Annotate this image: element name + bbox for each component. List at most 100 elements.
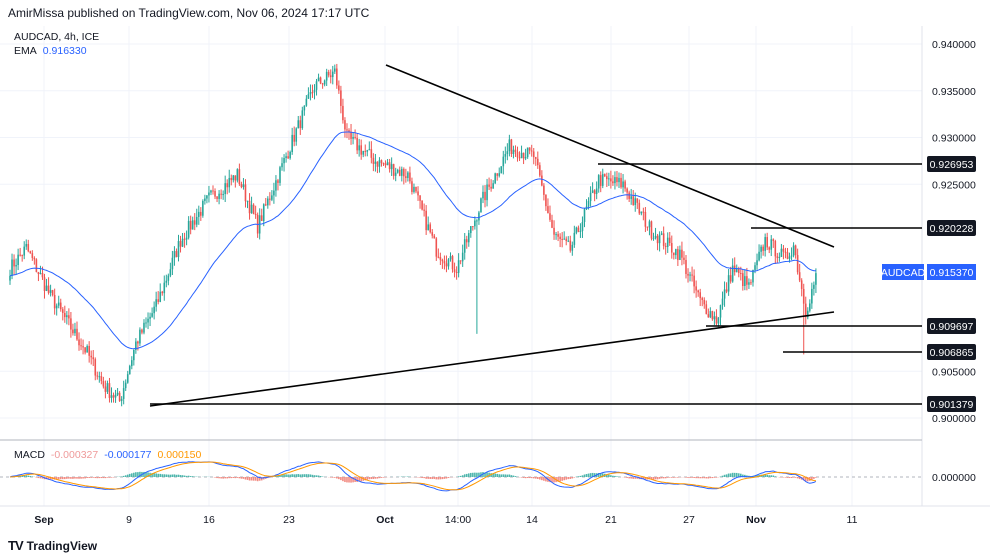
- candle-body: [459, 260, 462, 262]
- candle-body: [457, 260, 460, 273]
- macd-hist-bar: [673, 477, 675, 478]
- candle-body: [723, 289, 726, 299]
- candle-body: [232, 175, 235, 181]
- candle-body: [242, 184, 245, 188]
- macd-hist-bar: [246, 477, 249, 480]
- macd-hist-bar: [705, 477, 708, 479]
- macd-hist-bar: [88, 477, 90, 478]
- macd-hist-bar: [790, 477, 793, 478]
- macd-hist-bar: [630, 477, 632, 479]
- candle-body: [49, 290, 52, 293]
- candle-body: [778, 257, 781, 259]
- macd-hist-bar: [612, 475, 614, 477]
- candle-body: [303, 105, 306, 111]
- candle-body: [147, 318, 149, 323]
- candle-body: [579, 230, 582, 232]
- macd-hist-bar: [768, 475, 771, 477]
- macd-hist-bar: [338, 477, 340, 480]
- descending-trendline[interactable]: [385, 64, 835, 248]
- candle-body: [476, 220, 478, 222]
- candle-body: [463, 239, 466, 253]
- macd-hist-bar: [189, 476, 192, 477]
- macd-hist-bar: [167, 474, 170, 477]
- macd-hist-bar: [49, 477, 52, 480]
- candle-body: [748, 282, 750, 285]
- candle-body: [287, 156, 289, 159]
- candle-body: [703, 299, 706, 305]
- macd-hist-bar: [293, 474, 295, 477]
- macd-hist-bar: [579, 475, 582, 477]
- candle-body: [577, 227, 580, 232]
- drawings[interactable]: [149, 64, 922, 407]
- candle-body: [98, 376, 101, 378]
- candle-body: [165, 280, 168, 283]
- macd-legend[interactable]: MACD -0.000327 -0.000177 0.000150: [14, 449, 201, 461]
- macd-hist-bar: [480, 472, 482, 477]
- price-axis[interactable]: 0.940000 0.935000 0.930000 0.925000 0.905000…: [932, 39, 976, 484]
- signal-line: [9, 461, 816, 491]
- macd-hist-bar: [624, 477, 626, 478]
- candle-body: [169, 269, 172, 276]
- candle-body: [45, 285, 48, 291]
- candle-body: [796, 255, 799, 273]
- candle-body: [323, 80, 326, 85]
- macd-hist-bar: [108, 477, 111, 478]
- candle-body: [699, 292, 701, 299]
- macd-hist-bar: [21, 475, 23, 477]
- macd-hist-bar: [258, 477, 261, 481]
- price-tick-label: 0.930000: [932, 133, 976, 145]
- macd-hist-bar: [701, 477, 704, 479]
- macd-hist-bar: [23, 475, 26, 477]
- candle-body: [151, 313, 153, 317]
- price-tick-label: 0.925000: [932, 179, 976, 191]
- macd-hist-bar: [587, 473, 590, 477]
- tradingview-brand[interactable]: TV TradingView: [8, 538, 97, 553]
- macd-hist-bar: [214, 477, 216, 478]
- candle-body: [506, 151, 509, 155]
- ascending-trendline[interactable]: [149, 311, 835, 407]
- candle-body: [581, 221, 584, 231]
- candle-body: [11, 259, 13, 276]
- candle-body: [563, 238, 565, 240]
- macd-hist-bar: [230, 477, 233, 479]
- macd-hist-bar: [348, 477, 350, 483]
- candle-body: [512, 149, 515, 154]
- macd-hist-bar: [31, 476, 34, 477]
- candle-body: [772, 239, 775, 242]
- candle-body: [719, 305, 722, 318]
- macd-hist-bar: [774, 476, 777, 477]
- candle-body: [502, 156, 505, 167]
- candle-body: [547, 206, 549, 214]
- macd-hist-bar: [421, 477, 423, 478]
- macd-hist-bar: [419, 477, 421, 478]
- candle-body: [260, 215, 263, 221]
- candle-body: [27, 244, 30, 252]
- macd-hist-bar: [376, 477, 379, 479]
- macd-hist-bar: [510, 475, 513, 477]
- candle-body: [66, 315, 68, 318]
- macd-hist-bar: [634, 477, 637, 479]
- macd-hist-bar: [662, 477, 665, 479]
- candle-body: [597, 175, 600, 189]
- candle-body: [593, 190, 596, 194]
- candle-body: [622, 181, 624, 188]
- macd-hist-bar: [488, 472, 490, 477]
- time-tick-label: 21: [605, 514, 617, 526]
- macd-hist-bar: [159, 473, 162, 477]
- macd-hist-bar: [380, 477, 383, 478]
- macd-hist-bar: [94, 477, 97, 479]
- time-axis[interactable]: Sep 9 16 23 Oct 14:00 14 21 27 Nov 11: [34, 514, 857, 526]
- candle-body: [407, 172, 409, 178]
- symbol-title: AUDCAD, 4h, ICE: [14, 31, 100, 43]
- macd-hist-bar: [433, 477, 436, 479]
- macd-hist-bar: [329, 477, 332, 478]
- macd-hist-bar: [626, 477, 628, 478]
- candle-body: [334, 68, 336, 72]
- candle-body: [480, 198, 482, 213]
- macd-hist-bar: [425, 477, 427, 479]
- macd-hist-bar: [131, 473, 133, 477]
- candle-body: [202, 200, 204, 216]
- symbol-legend[interactable]: AUDCAD, 4h, ICE EMA 0.916330: [14, 30, 99, 58]
- candle-body: [281, 163, 283, 168]
